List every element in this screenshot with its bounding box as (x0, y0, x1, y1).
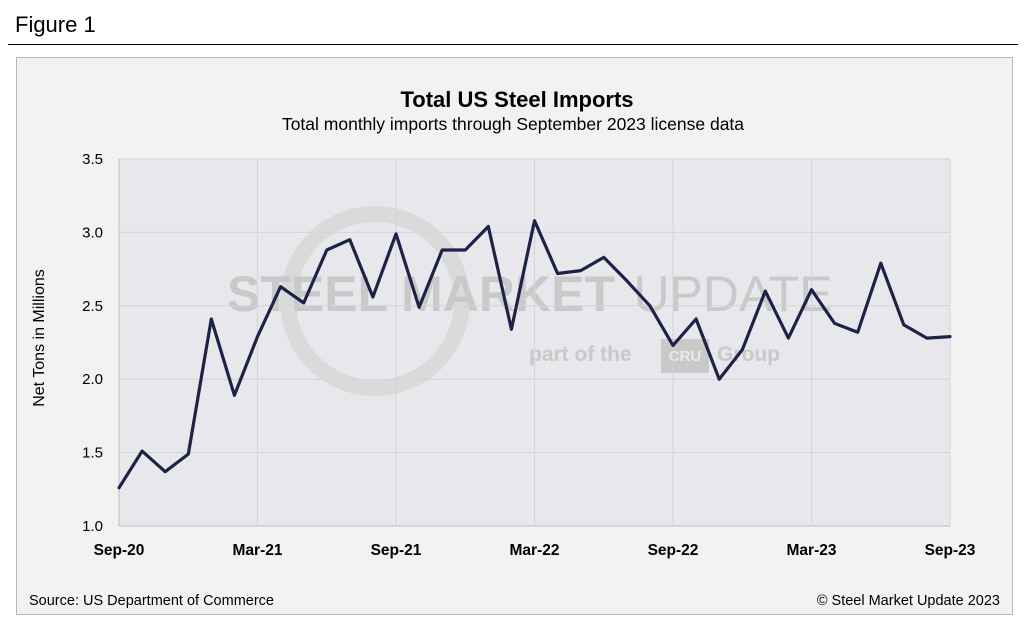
chart: STEEL MARKET UPDATE part of the CRU Grou… (29, 87, 1000, 609)
cru-logo-icon (661, 339, 709, 373)
x-axis: Sep-20 Mar-21 Sep-21 Mar-22 Sep-22 Mar-23 Sep-… (94, 542, 976, 559)
x-tick-label: Sep-23 (925, 542, 976, 559)
grid (118, 158, 951, 527)
watermark-ring (280, 206, 470, 396)
watermark-cru: CRU (669, 348, 702, 365)
y-tick-label: 3.5 (82, 151, 103, 168)
figure-divider (8, 44, 1018, 45)
x-tick-label: Mar-23 (787, 542, 837, 559)
figure-label: Figure 1 (15, 12, 96, 37)
watermark-brand-light: UPDATE (633, 266, 832, 322)
copyright-note: © Steel Market Update 2023 (817, 593, 1000, 609)
x-tick-label: Sep-21 (371, 542, 422, 559)
x-tick-label: Sep-22 (648, 542, 699, 559)
series-line (117, 219, 952, 490)
chart-panel: STEEL MARKET UPDATE part of the CRU Grou… (16, 57, 1013, 615)
x-tick-label: Mar-21 (233, 542, 283, 559)
chart-title: Total US Steel Imports (400, 87, 633, 112)
x-tick-label: Sep-20 (94, 542, 145, 559)
source-note: Source: US Department of Commerce (29, 593, 274, 609)
y-tick-label: 3.0 (82, 224, 103, 241)
watermark-tagline: part of the (529, 343, 632, 366)
chart-subtitle: Total monthly imports through September … (282, 114, 744, 134)
y-axis-label: Net Tons in Millions (31, 269, 48, 407)
y-tick-label: 2.0 (82, 371, 103, 388)
y-tick-label: 2.5 (82, 298, 103, 315)
watermark-group: Group (717, 343, 780, 366)
y-tick-label: 1.5 (82, 445, 103, 462)
y-tick-label: 1.0 (82, 518, 103, 535)
x-tick-label: Mar-22 (510, 542, 560, 559)
y-axis: 1.0 1.5 2.0 2.5 3.0 3.5 (82, 151, 103, 535)
